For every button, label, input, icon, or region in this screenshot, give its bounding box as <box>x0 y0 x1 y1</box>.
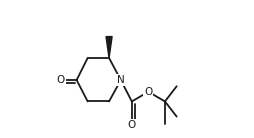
Text: N: N <box>117 75 125 85</box>
Text: O: O <box>57 75 65 85</box>
Text: O: O <box>144 87 152 97</box>
Text: O: O <box>128 120 136 130</box>
Polygon shape <box>106 37 112 58</box>
